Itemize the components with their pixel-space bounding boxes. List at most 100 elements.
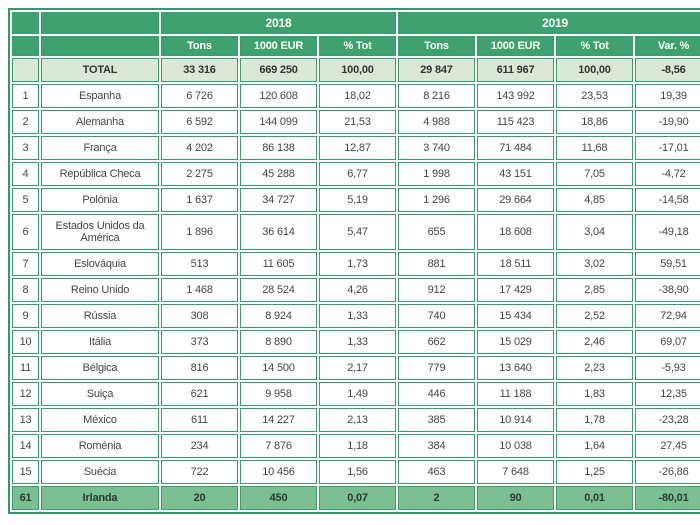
cell-2019-eur: 18 511 — [477, 252, 554, 276]
cell-2018-tons: 1 637 — [161, 188, 238, 212]
header-year-row: 2018 2019 — [12, 12, 700, 34]
table-body: TOTAL 33 316 669 250 100,00 29 847 611 9… — [12, 58, 700, 510]
cell-2018-tons: 6 726 — [161, 84, 238, 108]
cell-2018-tons: 4 202 — [161, 136, 238, 160]
cell-2018-tons: 621 — [161, 382, 238, 406]
cell-2018-eur: 8 924 — [240, 304, 317, 328]
cell-2019-eur: 10 914 — [477, 408, 554, 432]
cell-2018-eur: 11 605 — [240, 252, 317, 276]
cell-2018-tons: 20 — [161, 486, 238, 510]
cell-2018-pct: 5,47 — [319, 214, 396, 250]
cell-2019-tons: 8 216 — [398, 84, 475, 108]
cell-var-pct: -19,90 — [635, 110, 700, 134]
row-rank-cell: 11 — [12, 356, 39, 380]
cell-2019-tons: 779 — [398, 356, 475, 380]
row-rank-cell: 15 — [12, 460, 39, 484]
cell-2019-tons: 881 — [398, 252, 475, 276]
cell-2018-tons: 6 592 — [161, 110, 238, 134]
cell-2019-eur: 71 484 — [477, 136, 554, 160]
cell-var-pct: -38,90 — [635, 278, 700, 302]
total-2018-eur: 669 250 — [240, 58, 317, 82]
cell-2019-pct: 3,04 — [556, 214, 633, 250]
row-rank-cell: 3 — [12, 136, 39, 160]
cell-2019-pct: 2,85 — [556, 278, 633, 302]
cell-2019-eur: 90 — [477, 486, 554, 510]
header-blank-country-2 — [41, 36, 159, 56]
cell-2018-pct: 1,18 — [319, 434, 396, 458]
cell-2018-eur: 120 608 — [240, 84, 317, 108]
row-country-cell: México — [41, 408, 159, 432]
header-2019-tons: Tons — [398, 36, 475, 56]
cell-2019-eur: 17 429 — [477, 278, 554, 302]
cell-2019-pct: 3,02 — [556, 252, 633, 276]
cell-2019-pct: 1,83 — [556, 382, 633, 406]
row-rank-cell: 12 — [12, 382, 39, 406]
row-country-cell: França — [41, 136, 159, 160]
cell-2019-tons: 912 — [398, 278, 475, 302]
row-rank-cell: 61 — [12, 486, 39, 510]
cell-2018-pct: 2,13 — [319, 408, 396, 432]
cell-2018-tons: 1 468 — [161, 278, 238, 302]
row-country-cell: Suécia — [41, 460, 159, 484]
cell-2019-pct: 1,25 — [556, 460, 633, 484]
cell-2018-eur: 9 958 — [240, 382, 317, 406]
cell-2019-pct: 18,86 — [556, 110, 633, 134]
cell-2019-tons: 1 296 — [398, 188, 475, 212]
cell-var-pct: 12,35 — [635, 382, 700, 406]
header-blank-rank — [12, 12, 39, 34]
cell-var-pct: -26,86 — [635, 460, 700, 484]
header-2018-eur: 1000 EUR — [240, 36, 317, 56]
total-2019-pct: 100,00 — [556, 58, 633, 82]
row-rank-cell: 13 — [12, 408, 39, 432]
cell-2018-tons: 611 — [161, 408, 238, 432]
cell-2019-tons: 4 988 — [398, 110, 475, 134]
table-row: 5 Polónia 1 637 34 727 5,19 1 296 29 664 4,85 -1… — [12, 188, 700, 212]
total-2018-tons: 33 316 — [161, 58, 238, 82]
row-country-cell: Eslováquia — [41, 252, 159, 276]
cell-2018-pct: 2,17 — [319, 356, 396, 380]
cell-var-pct: 27,45 — [635, 434, 700, 458]
total-rank-cell — [12, 58, 39, 82]
row-country-cell: Espanha — [41, 84, 159, 108]
cell-var-pct: -80,01 — [635, 486, 700, 510]
cell-2019-eur: 10 038 — [477, 434, 554, 458]
row-country-cell: Polónia — [41, 188, 159, 212]
cell-2018-eur: 144 099 — [240, 110, 317, 134]
cell-var-pct: -14,58 — [635, 188, 700, 212]
header-columns-row: Tons 1000 EUR % Tot Tons 1000 EUR % Tot … — [12, 36, 700, 56]
cell-2019-eur: 18 608 — [477, 214, 554, 250]
total-2019-eur: 611 967 — [477, 58, 554, 82]
total-row: TOTAL 33 316 669 250 100,00 29 847 611 9… — [12, 58, 700, 82]
cell-2019-pct: 2,46 — [556, 330, 633, 354]
cell-2018-eur: 7 876 — [240, 434, 317, 458]
cell-2019-eur: 15 029 — [477, 330, 554, 354]
cell-2019-eur: 143 992 — [477, 84, 554, 108]
table-row: 15 Suécia 722 10 456 1,56 463 7 648 1,25 -26,86 — [12, 460, 700, 484]
cell-var-pct: 19,39 — [635, 84, 700, 108]
cell-2018-pct: 1,73 — [319, 252, 396, 276]
cell-2019-tons: 2 — [398, 486, 475, 510]
row-country-cell: Estados Unidos da América — [41, 214, 159, 250]
cell-2018-pct: 12,87 — [319, 136, 396, 160]
cell-2018-tons: 373 — [161, 330, 238, 354]
table-row: 8 Reino Unido 1 468 28 524 4,26 912 17 429 2,85… — [12, 278, 700, 302]
cell-2018-pct: 6,77 — [319, 162, 396, 186]
cell-var-pct: -17,01 — [635, 136, 700, 160]
cell-2019-pct: 11,68 — [556, 136, 633, 160]
row-country-cell: Suiça — [41, 382, 159, 406]
cell-var-pct: -49,18 — [635, 214, 700, 250]
table-row: 2 Alemanha 6 592 144 099 21,53 4 988 115 423 18… — [12, 110, 700, 134]
cell-var-pct: 59,51 — [635, 252, 700, 276]
cell-2019-tons: 463 — [398, 460, 475, 484]
cell-2018-tons: 308 — [161, 304, 238, 328]
table-row: 11 Bélgica 816 14 500 2,17 779 13 640 2,23 -5,93 — [12, 356, 700, 380]
row-rank-cell: 2 — [12, 110, 39, 134]
cell-2019-tons: 3 740 — [398, 136, 475, 160]
cell-2018-eur: 28 524 — [240, 278, 317, 302]
header-var-pct: Var. % — [635, 36, 700, 56]
row-rank-cell: 1 — [12, 84, 39, 108]
cell-2019-eur: 15 434 — [477, 304, 554, 328]
cell-2019-tons: 662 — [398, 330, 475, 354]
header-blank-country — [41, 12, 159, 34]
cell-var-pct: 72,94 — [635, 304, 700, 328]
